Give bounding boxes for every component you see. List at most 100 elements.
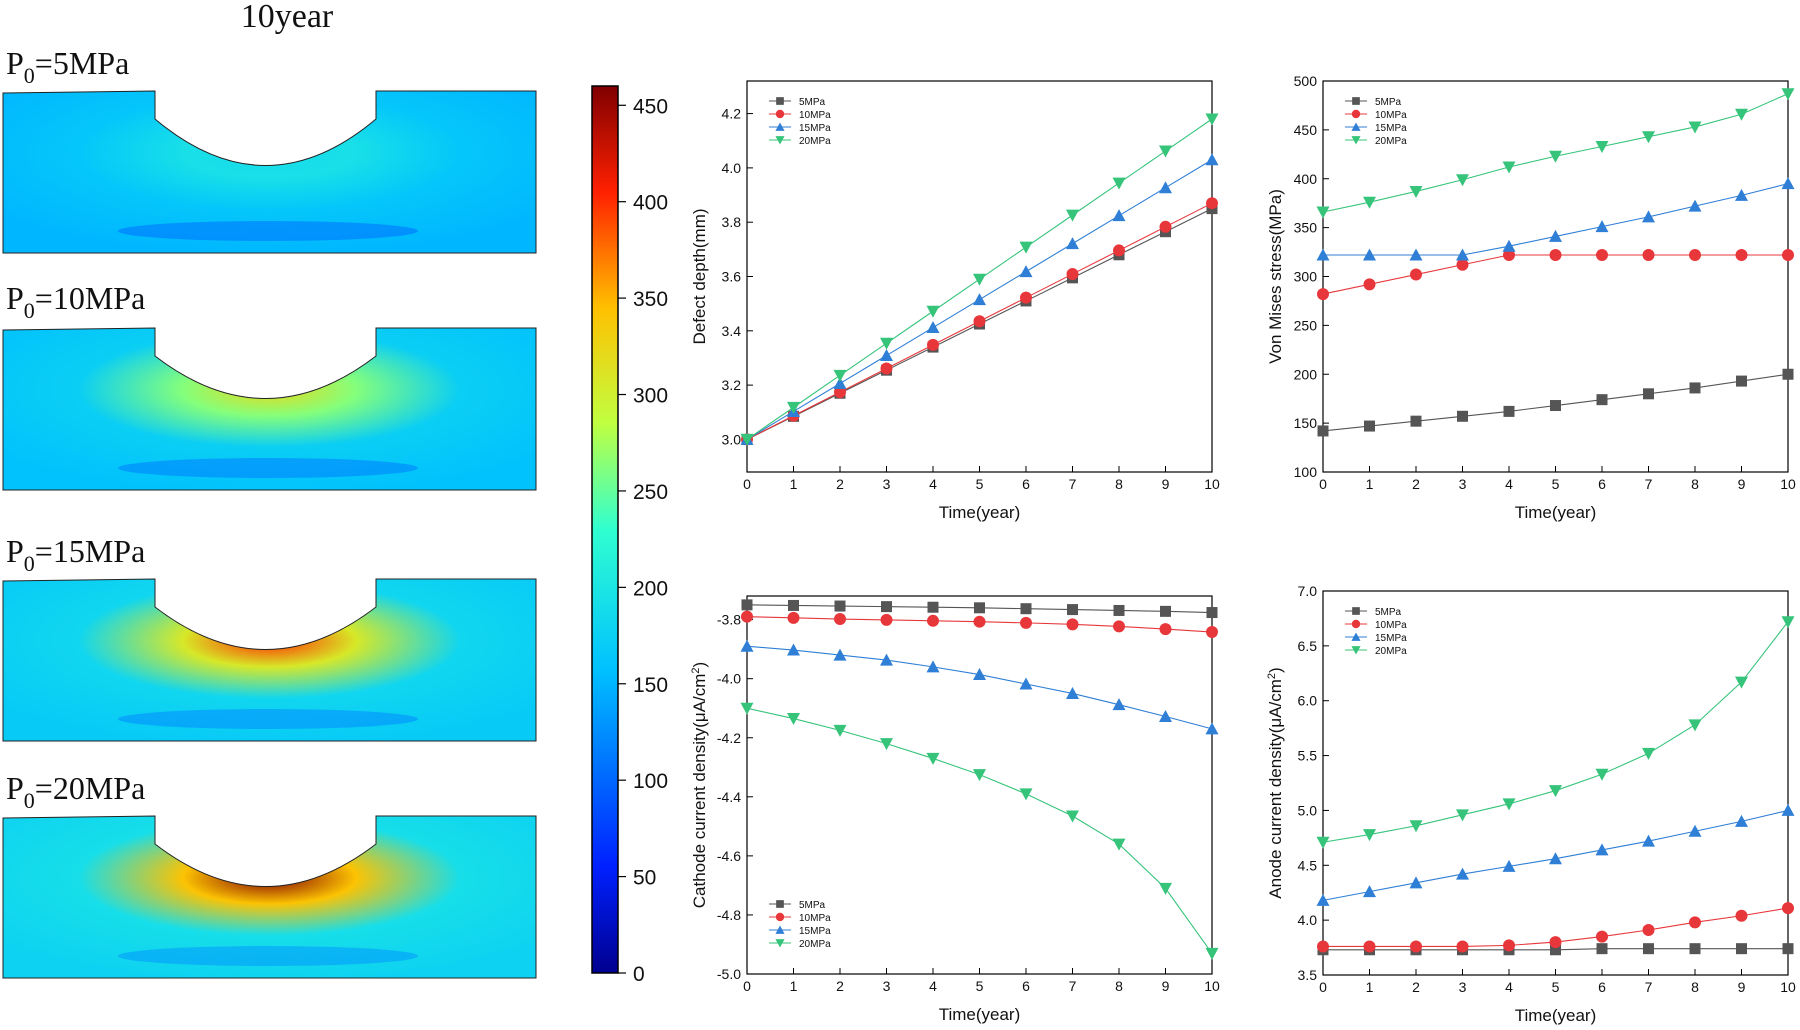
y-tick-label: -4.0 [717, 671, 741, 687]
y-axis-label: Defect depth(mm) [690, 208, 709, 344]
y-axis-label-sup: 2 [690, 667, 702, 673]
contour-label-suffix: =10MPa [35, 280, 146, 316]
marker-triangle-down [1549, 785, 1562, 798]
marker-triangle-down [787, 713, 800, 726]
marker-triangle-up [880, 349, 893, 362]
marker-square [1503, 405, 1515, 417]
marker-triangle-down [926, 305, 940, 318]
legend-label: 15MPa [799, 926, 831, 937]
marker-triangle-down [1112, 838, 1126, 851]
marker-triangle-down [1735, 676, 1748, 689]
marker-circle [834, 613, 846, 626]
marker-triangle-up [1019, 677, 1033, 690]
marker-circle [775, 109, 785, 119]
contour-label-p: P [6, 770, 24, 806]
marker-triangle-down [1409, 820, 1423, 833]
marker-triangle-down [1363, 196, 1376, 209]
y-tick-label: -5.0 [717, 966, 741, 982]
x-tick-label: 7 [1645, 979, 1653, 995]
marker-triangle-up [1456, 867, 1469, 880]
marker-square [776, 97, 784, 105]
contour-low-band [118, 709, 418, 729]
legend-label: 5MPa [1375, 97, 1402, 108]
marker-circle [1363, 278, 1376, 291]
x-tick-label: 6 [1022, 978, 1030, 994]
marker-triangle-up [787, 643, 800, 656]
chart-anode-current-density: 0 1 2 3 4 5 6 7 8 9 10 3.5 4.0 4.5 5.0 5.5 6.0 6.5 7.0 Time… [1266, 583, 1796, 1025]
x-tick-label: 8 [1691, 979, 1699, 995]
x-tick-label: 4 [929, 978, 937, 994]
y-axis-label-main: Anode current density(μA/cm [1266, 679, 1285, 899]
marker-triangle-down [1066, 209, 1079, 222]
marker-square [1736, 943, 1747, 955]
x-tick-label: 8 [1691, 476, 1699, 492]
marker-circle [1642, 924, 1655, 937]
colorbar-tick-label: 0 [633, 963, 645, 986]
contour-label-sub: 0 [24, 298, 35, 323]
marker-square [1317, 425, 1329, 437]
x-tick-label: 7 [1645, 476, 1653, 492]
marker-triangle-up [1409, 248, 1423, 261]
marker-circle [1689, 916, 1701, 929]
marker-triangle-up [1735, 814, 1748, 827]
marker-triangle-down [1781, 88, 1795, 101]
marker-square [1689, 943, 1701, 955]
marker-triangle-down [1502, 798, 1516, 811]
contour-label-sub: 0 [24, 551, 35, 576]
marker-triangle-down [775, 939, 785, 948]
y-tick-label: 5.5 [1298, 748, 1318, 764]
marker-square [1782, 943, 1794, 955]
y-tick-label: 3.5 [1298, 967, 1318, 983]
marker-square [1457, 410, 1468, 422]
marker-triangle-up [926, 660, 940, 673]
x-tick-label: 4 [1505, 979, 1513, 995]
marker-square [834, 600, 846, 612]
marker-square [1736, 375, 1747, 387]
marker-triangle-down [1159, 882, 1172, 895]
marker-circle [1206, 197, 1218, 210]
marker-triangle-down [1642, 131, 1655, 144]
contour-label-p: P [6, 280, 24, 316]
marker-circle [1735, 248, 1748, 261]
marker-square [927, 601, 939, 613]
marker-triangle-up [1363, 248, 1376, 261]
colorbar-tick-label: 100 [633, 770, 668, 793]
marker-triangle-up [926, 321, 940, 334]
marker-triangle-down [1688, 121, 1702, 134]
marker-triangle-down [833, 724, 847, 737]
colorbar-tick-label: 200 [633, 577, 668, 600]
x-axis-label: Time(year) [939, 503, 1021, 522]
marker-square [1643, 388, 1654, 400]
marker-circle [1456, 940, 1469, 953]
colorbar-tick-label: 150 [633, 674, 668, 697]
marker-circle [1782, 248, 1794, 261]
x-tick-label: 10 [1204, 978, 1220, 994]
x-tick-label: 3 [1459, 476, 1467, 492]
x-tick-label: 2 [836, 476, 844, 492]
marker-circle [1596, 930, 1608, 943]
marker-circle [880, 613, 893, 626]
y-tick-label: 6.0 [1298, 693, 1318, 709]
marker-triangle-down [1363, 829, 1376, 842]
marker-circle [1317, 940, 1329, 953]
marker-triangle-up [1688, 199, 1702, 212]
contour-panel-20mpa: P0=20MPa [2, 770, 537, 979]
legend-label: 10MPa [1375, 110, 1407, 121]
marker-circle [1066, 268, 1079, 281]
colorbar-gradient [591, 85, 619, 974]
x-tick-label: 1 [1366, 476, 1374, 492]
marker-triangle-down [740, 702, 754, 715]
marker-triangle-down [1595, 140, 1609, 153]
contour-panel-5mpa: P0=5MPa [2, 45, 537, 254]
marker-square [1160, 605, 1171, 617]
marker-square [788, 599, 799, 611]
y-tick-label: 3.2 [722, 377, 742, 393]
contour-label-suffix: =15MPa [35, 533, 146, 569]
marker-circle [1159, 623, 1172, 636]
marker-triangle-down [1351, 646, 1361, 655]
chart-cathode-current-density: 0 1 2 3 4 5 6 7 8 9 10 -3.8 -4.0 -4.2 -4.4 -4.6 -4.8 -5.0… [690, 595, 1220, 1024]
colorbar-tick-label: 350 [633, 288, 668, 311]
marker-circle [775, 912, 785, 922]
